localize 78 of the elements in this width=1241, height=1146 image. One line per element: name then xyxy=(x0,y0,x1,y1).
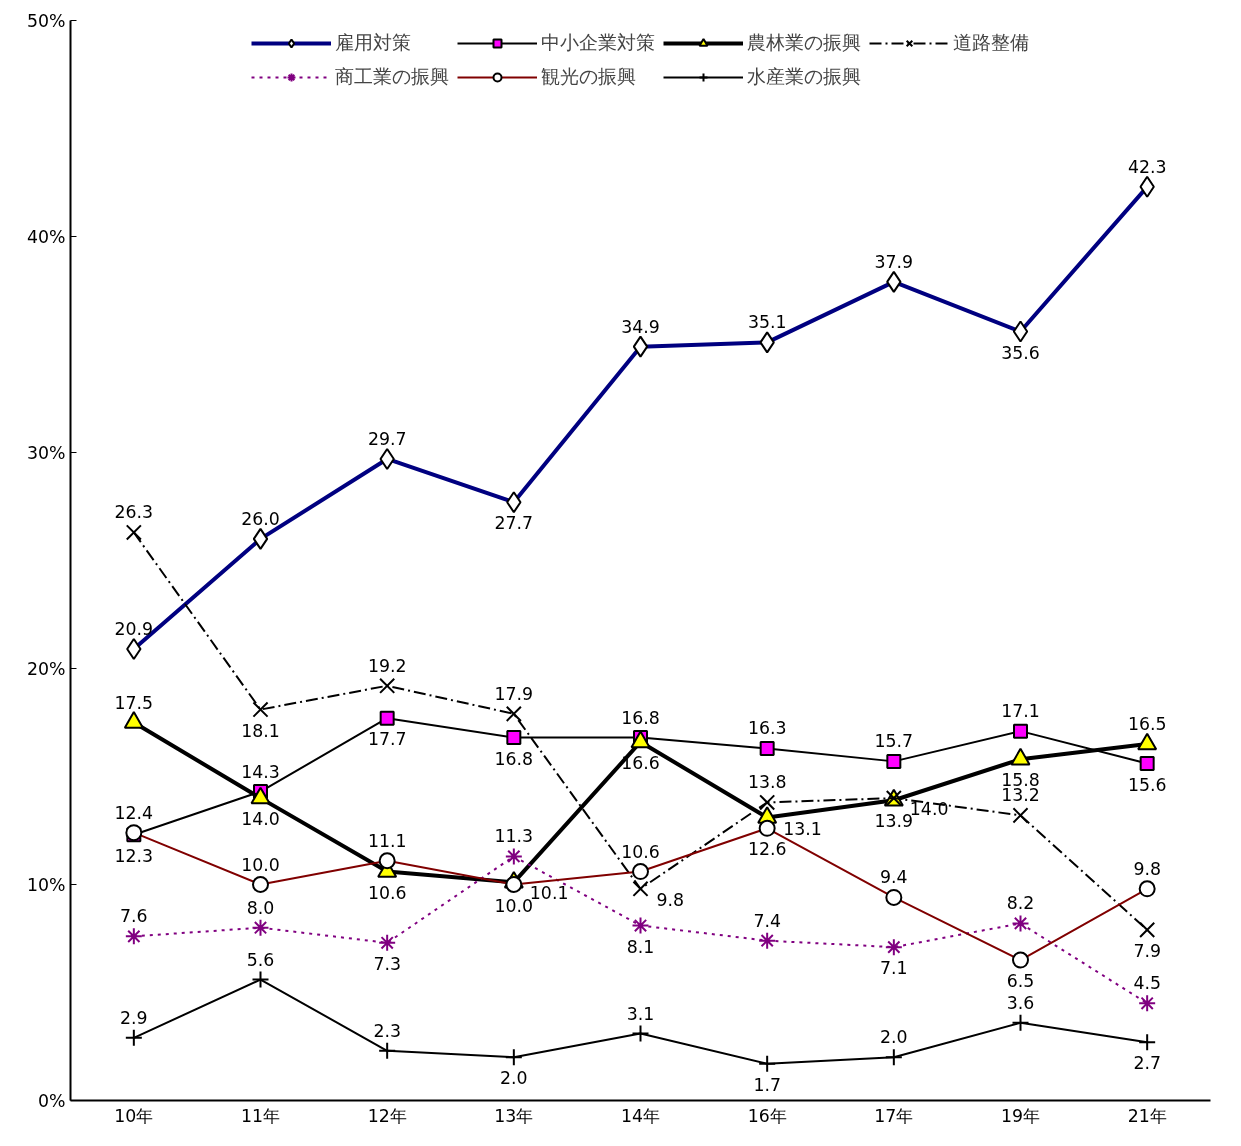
y-tick-label: 40% xyxy=(26,226,66,247)
legend-label: 観光の振興 xyxy=(541,65,636,89)
data-label: 13.1 xyxy=(783,818,822,839)
data-label: 20.9 xyxy=(114,619,154,640)
data-label: 2.9 xyxy=(120,1007,148,1028)
data-label: 11.3 xyxy=(494,826,534,847)
data-label: 14.3 xyxy=(241,761,280,782)
data-label: 2.0 xyxy=(500,1068,528,1089)
data-label: 2.3 xyxy=(373,1020,401,1041)
data-label: 13.8 xyxy=(747,772,787,793)
data-label: 17.5 xyxy=(114,692,154,713)
data-label: 7.6 xyxy=(120,906,148,927)
data-label: 15.6 xyxy=(1127,774,1167,795)
y-tick-label: 30% xyxy=(26,442,66,463)
y-tick-label: 50% xyxy=(26,10,66,31)
data-label: 18.1 xyxy=(241,720,280,741)
data-label: 7.9 xyxy=(1133,940,1161,961)
x-tick-label: 21年 xyxy=(1127,1105,1167,1126)
data-label: 4.5 xyxy=(1133,973,1161,994)
data-label: 7.1 xyxy=(880,958,908,979)
data-label: 8.2 xyxy=(1006,893,1035,914)
data-label: 10.0 xyxy=(241,854,280,875)
data-label: 26.0 xyxy=(241,508,280,529)
x-tick-label: 12年 xyxy=(367,1105,407,1126)
data-label: 42.3 xyxy=(1127,156,1167,177)
data-label: 34.9 xyxy=(621,316,660,337)
data-label: 37.9 xyxy=(874,251,914,272)
data-label: 35.6 xyxy=(1001,342,1040,363)
data-label: 17.9 xyxy=(494,683,534,704)
data-label: 6.5 xyxy=(1006,971,1035,992)
legend-label: 道路整備 xyxy=(953,31,1029,55)
x-tick-label: 19年 xyxy=(1000,1105,1041,1126)
x-tick-label: 11年 xyxy=(240,1105,281,1126)
data-label: 10.6 xyxy=(367,882,407,903)
x-tick-label: 17年 xyxy=(874,1105,914,1126)
data-label: 16.5 xyxy=(1127,714,1167,735)
data-label: 12.6 xyxy=(747,839,787,860)
data-label: 9.8 xyxy=(656,889,685,910)
y-tick-label: 20% xyxy=(26,658,66,679)
data-label: 16.3 xyxy=(747,718,787,739)
data-label: 16.8 xyxy=(494,748,534,769)
data-label: 16.8 xyxy=(621,707,660,728)
data-label: 17.1 xyxy=(1001,701,1040,722)
x-tick-label: 10年 xyxy=(114,1105,154,1126)
data-label: 1.7 xyxy=(753,1074,781,1095)
y-tick-label: 0% xyxy=(38,1090,66,1111)
legend-label: 水産業の振興 xyxy=(747,65,861,89)
data-label: 8.0 xyxy=(246,897,275,918)
data-label: 7.4 xyxy=(753,910,781,931)
data-label: 19.2 xyxy=(367,655,407,676)
legend-label: 中小企業対策 xyxy=(541,31,655,55)
data-label: 29.7 xyxy=(367,428,407,449)
data-label: 26.3 xyxy=(114,502,154,523)
x-tick-label: 14年 xyxy=(620,1105,661,1126)
data-label: 5.6 xyxy=(246,949,275,970)
x-tick-label: 13年 xyxy=(494,1105,534,1126)
data-label: 10.6 xyxy=(621,841,660,862)
data-label: 11.1 xyxy=(367,830,407,851)
data-label: 15.7 xyxy=(874,731,914,752)
data-label: 3.6 xyxy=(1006,992,1035,1013)
y-tick-label: 10% xyxy=(26,874,66,895)
data-label: 12.4 xyxy=(114,802,154,823)
data-label: 2.7 xyxy=(1133,1053,1161,1074)
data-label: 12.3 xyxy=(114,845,154,866)
data-label: 27.7 xyxy=(494,513,534,534)
x-tick-label: 16年 xyxy=(747,1105,787,1126)
legend-label: 農林業の振興 xyxy=(747,31,861,55)
data-label: 9.4 xyxy=(880,867,908,888)
legend-label: 商工業の振興 xyxy=(335,65,449,89)
data-label: 17.7 xyxy=(367,729,407,750)
data-label: 8.1 xyxy=(626,936,655,957)
data-label: 9.8 xyxy=(1133,858,1161,879)
legend-label: 雇用対策 xyxy=(335,31,411,55)
data-label: 3.1 xyxy=(626,1003,655,1024)
data-label: 14.0 xyxy=(241,809,280,830)
data-label: 35.1 xyxy=(747,312,787,333)
data-label: 2.0 xyxy=(880,1027,908,1048)
data-label: 7.3 xyxy=(373,953,401,974)
